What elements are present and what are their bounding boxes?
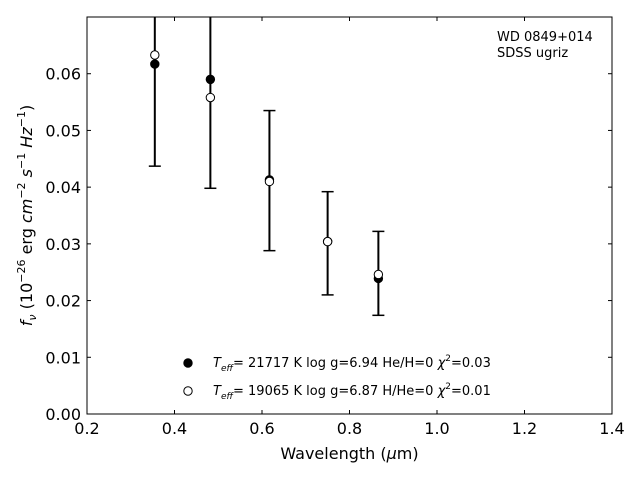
x-tick-label: 0.2 [74,419,99,438]
point-model-filled [205,74,216,85]
legend-marker-filled [183,358,193,368]
legend-entry-2: Teff= 19065 K log g=6.87 H/He=0 χ2=0.01 [213,382,491,402]
x-axis-ticks: 0.2 0.4 0.6 0.8 1.0 1.2 1.4 [74,17,625,438]
y-tick-label: 0.02 [45,292,81,311]
x-tick-label: 0.6 [249,419,274,438]
point-model-open [322,236,333,247]
x-tick-label: 1.2 [512,419,537,438]
annotation-object-name: WD 0849+014 [497,30,593,45]
y-tick-label: 0.06 [45,65,81,84]
point-model-open [264,176,275,187]
annotation-survey: SDSS ugriz [497,46,568,61]
y-axis-label: fν (10−26 erg cm−2 s−1 Hz−1) [15,105,39,326]
y-tick-label: 0.01 [45,348,81,367]
x-tick-label: 1.0 [424,419,449,438]
error-bars [148,17,385,317]
plot-frame [86,16,613,415]
y-axis-ticks: 0.00 0.01 0.02 0.03 0.04 0.05 0.06 [45,65,612,424]
x-tick-label: 1.4 [599,419,624,438]
point-model-open [150,50,160,60]
legend: Teff= 21717 K log g=6.94 He/H=0 χ2=0.03 … [183,354,491,402]
x-tick-label: 0.8 [337,419,362,438]
y-tick-label: 0.03 [45,235,81,254]
data-points [150,50,384,284]
point-model-open [205,92,216,103]
point-model-filled [150,59,160,69]
legend-marker-open [183,386,193,396]
x-axis-label: Wavelength (μm) [280,444,418,463]
y-tick-label: 0.04 [45,178,81,197]
y-tick-label: 0.00 [45,405,81,424]
x-tick-label: 0.4 [162,419,187,438]
point-model-open [373,269,384,280]
y-tick-label: 0.05 [45,121,81,140]
legend-entry-1: Teff= 21717 K log g=6.94 He/H=0 χ2=0.03 [213,354,491,374]
